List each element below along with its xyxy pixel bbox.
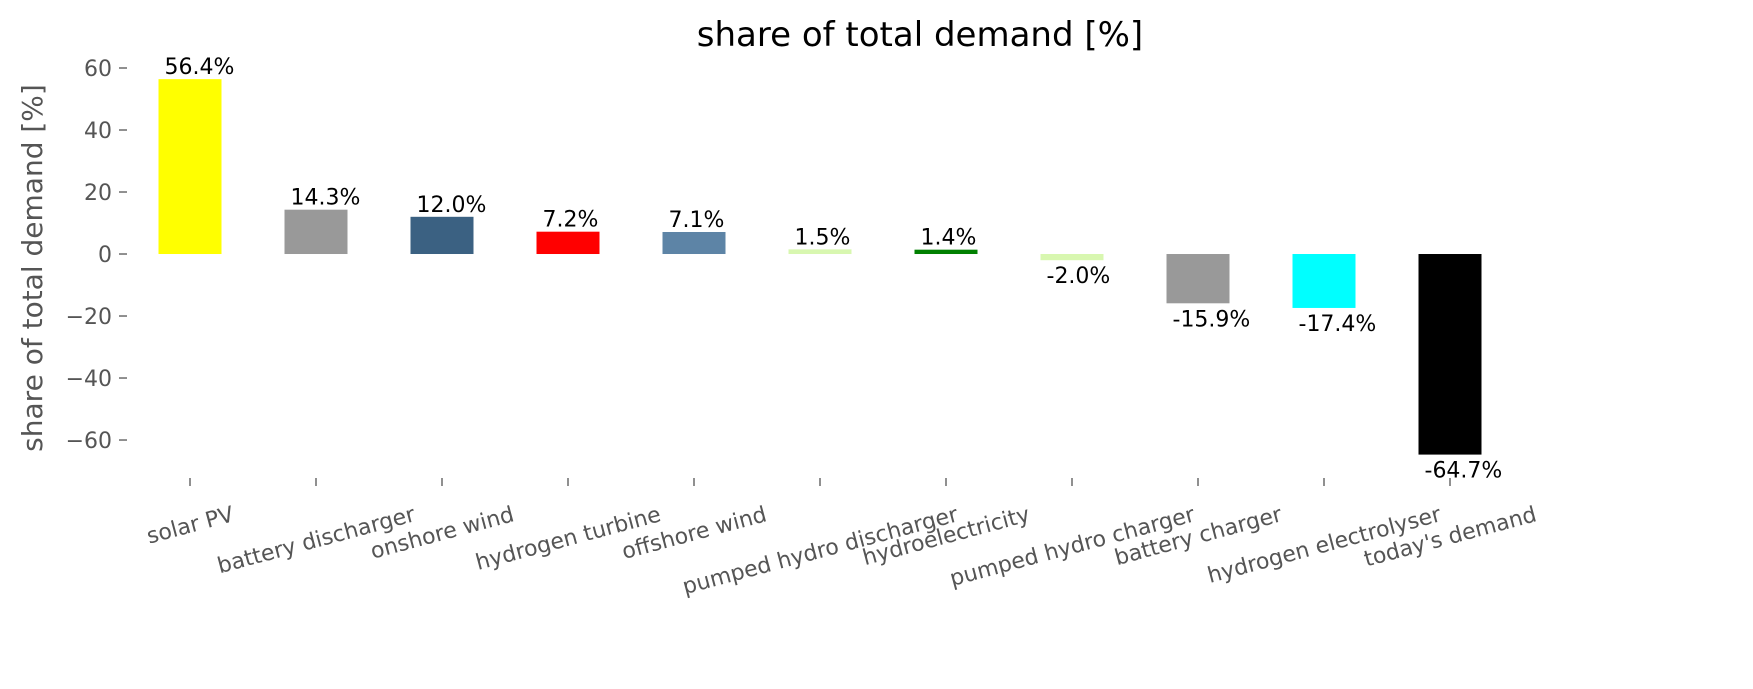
y-tick-label: 40 — [84, 119, 112, 144]
y-tick-label: −20 — [66, 305, 112, 330]
value-label: 14.3% — [291, 186, 361, 211]
y-tick-label: −40 — [66, 367, 112, 392]
value-label: -2.0% — [1047, 264, 1111, 289]
bar — [914, 249, 978, 255]
value-label: 7.2% — [543, 208, 599, 233]
chart-title: share of total demand [%] — [697, 15, 1143, 55]
bar — [1292, 254, 1356, 308]
value-label: 1.5% — [795, 225, 851, 250]
x-tick-label: solar PV — [144, 502, 236, 549]
bar — [1040, 254, 1104, 261]
bar — [1166, 254, 1230, 304]
y-tick-label: 0 — [98, 243, 112, 268]
bar — [284, 209, 348, 255]
bar — [662, 231, 726, 255]
value-label: 1.4% — [921, 226, 977, 251]
bar — [410, 216, 474, 255]
value-label: -64.7% — [1425, 459, 1503, 484]
bar — [536, 231, 600, 255]
value-label: -17.4% — [1299, 312, 1377, 337]
y-tick-label: 60 — [84, 57, 112, 82]
value-label: 56.4% — [165, 55, 235, 80]
value-label: -15.9% — [1173, 307, 1251, 332]
bar — [788, 249, 852, 255]
y-axis-label: share of total demand [%] — [16, 84, 49, 452]
bar — [158, 79, 222, 255]
y-tick-label: −60 — [66, 429, 112, 454]
value-label: 7.1% — [669, 208, 725, 233]
value-label: 12.0% — [417, 193, 487, 218]
bar — [1418, 254, 1482, 455]
y-tick-label: 20 — [84, 181, 112, 206]
